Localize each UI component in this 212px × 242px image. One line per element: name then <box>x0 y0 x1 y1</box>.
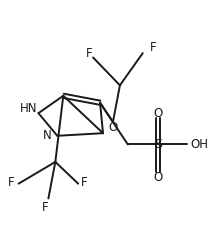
Text: N: N <box>43 129 52 142</box>
Text: OH: OH <box>190 138 208 151</box>
Text: F: F <box>8 176 15 189</box>
Text: F: F <box>149 40 156 53</box>
Text: F: F <box>86 47 92 60</box>
Text: S: S <box>154 138 162 151</box>
Text: F: F <box>42 201 49 214</box>
Text: O: O <box>153 107 162 120</box>
Text: O: O <box>153 171 162 184</box>
Text: O: O <box>108 121 118 134</box>
Text: F: F <box>81 176 88 189</box>
Text: HN: HN <box>20 102 37 115</box>
